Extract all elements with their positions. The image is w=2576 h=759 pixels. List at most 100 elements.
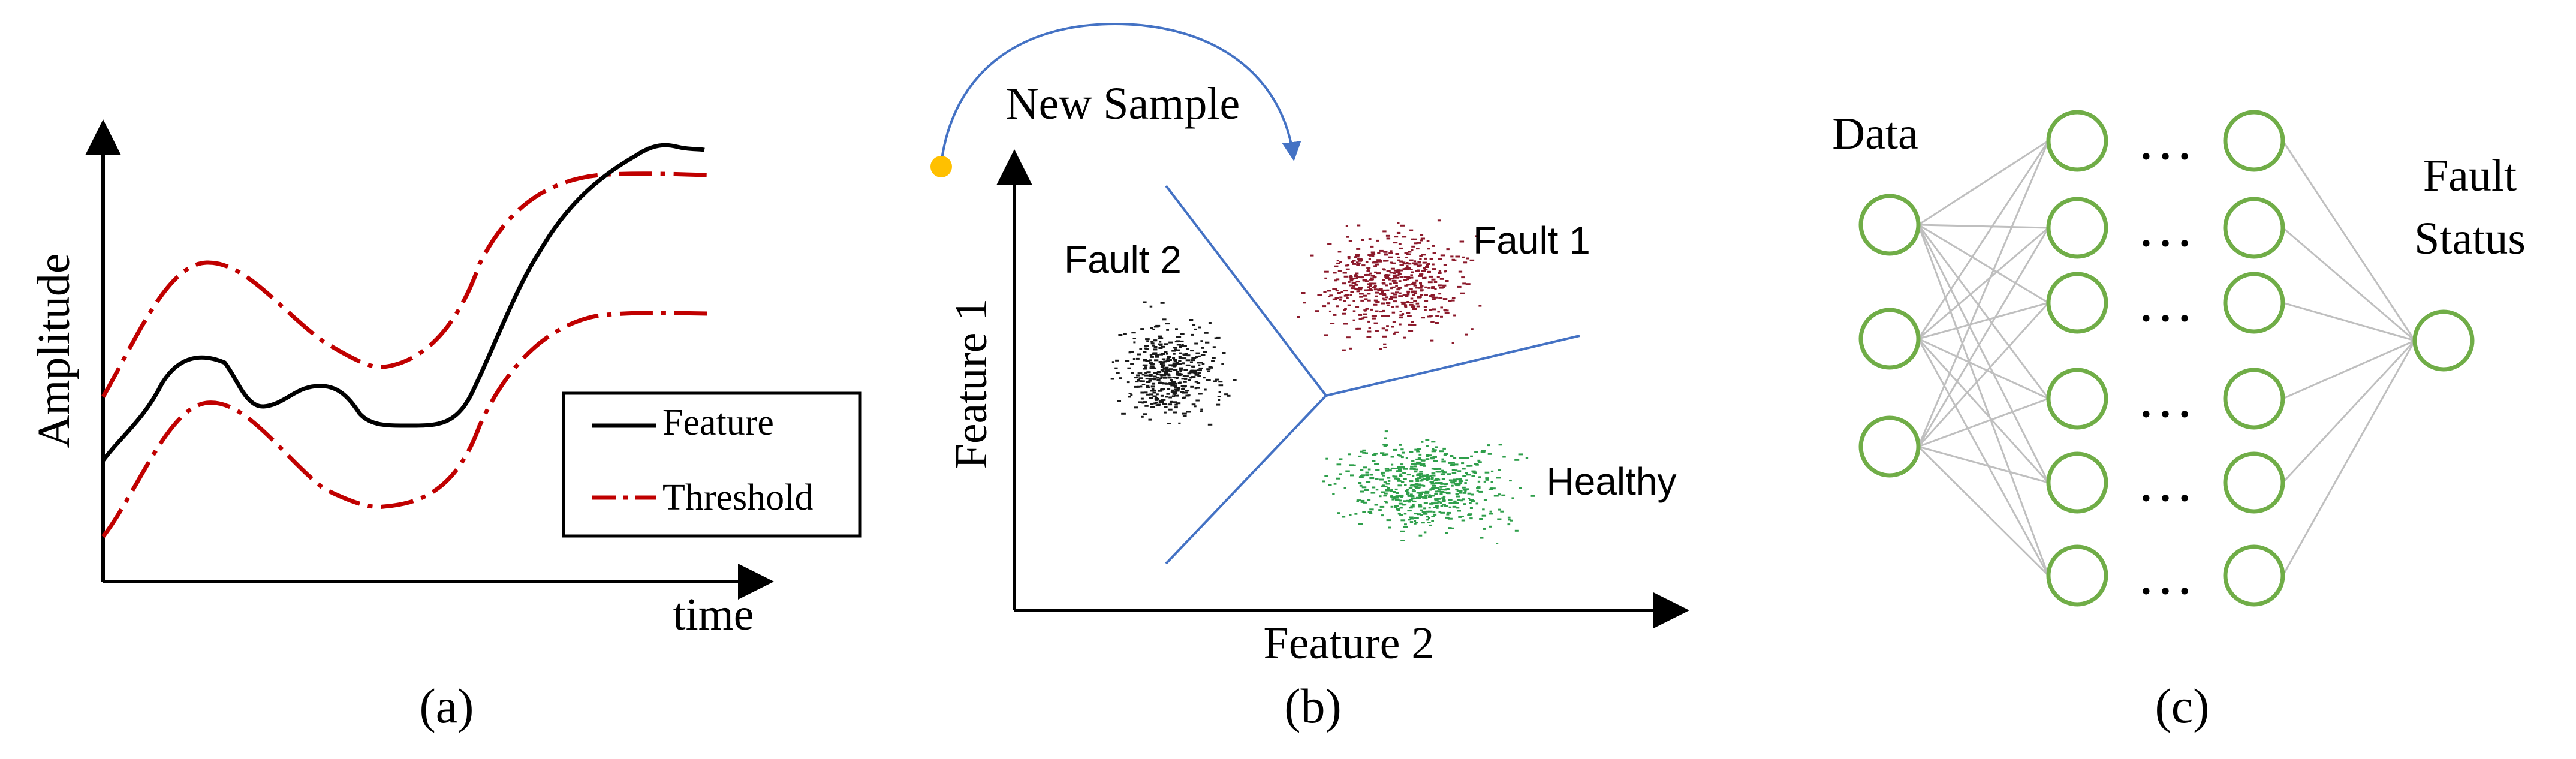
scatter-point <box>1458 479 1463 481</box>
scatter-point <box>1415 270 1420 272</box>
scatter-point <box>1379 495 1382 498</box>
scatter-point <box>1431 278 1436 281</box>
scatter-point <box>1462 457 1467 459</box>
scatter-point <box>1393 448 1397 451</box>
scatter-point <box>1399 475 1403 477</box>
scatter-point <box>1441 469 1444 472</box>
scatter-point <box>1176 387 1181 389</box>
scatter-point <box>1369 474 1373 476</box>
scatter-point <box>1189 377 1192 379</box>
scatter-point <box>1198 367 1203 369</box>
scatter-point <box>1152 366 1155 369</box>
scatter-point <box>1359 484 1363 487</box>
nn-output-label-line1: Fault <box>2423 150 2517 201</box>
scatter-point <box>1371 278 1374 281</box>
nn-node-icon <box>1858 415 1921 478</box>
scatter-point <box>1150 342 1155 345</box>
scatter-point <box>1410 517 1414 520</box>
scatter-point <box>1476 489 1479 492</box>
scatter-point <box>1148 375 1153 377</box>
scatter-point <box>1393 293 1397 296</box>
scatter-point <box>1519 487 1522 489</box>
scatter-point <box>1345 470 1350 472</box>
scatter-point <box>1348 453 1351 456</box>
nn-edge <box>2282 339 2415 400</box>
nn-edge <box>1918 224 2049 229</box>
scatter-point <box>1156 393 1159 396</box>
scatter-point <box>1438 284 1442 287</box>
scatter-point <box>1451 342 1454 344</box>
scatter-point <box>1155 397 1159 399</box>
scatter-point <box>1372 454 1377 456</box>
scatter-point <box>1442 486 1447 487</box>
scatter-point <box>1462 256 1465 258</box>
scatter-point <box>1324 277 1327 279</box>
scatter-point <box>1398 280 1402 282</box>
scatter-point <box>1373 285 1377 287</box>
scatter-point <box>1410 274 1413 276</box>
scatter-point <box>1400 481 1405 483</box>
scatter-point <box>1182 385 1187 387</box>
scatter-point <box>1400 301 1405 303</box>
scatter-point <box>1140 328 1144 330</box>
scatter-point <box>1146 371 1151 374</box>
scatter-point <box>1457 470 1462 472</box>
scatter-point <box>1164 351 1168 353</box>
scatter-point <box>1361 486 1367 489</box>
scatter-point <box>1453 457 1457 459</box>
scatter-point <box>1442 286 1445 288</box>
scatter-point <box>1383 251 1388 253</box>
scatter-point <box>1434 493 1438 495</box>
scatter-point <box>1325 457 1328 460</box>
scatter-point <box>1398 243 1402 245</box>
scatter-point <box>1411 460 1415 462</box>
scatter-point <box>1450 462 1455 464</box>
scatter-point <box>1429 502 1434 505</box>
scatter-point <box>1415 287 1420 289</box>
scatter-point <box>1138 401 1143 403</box>
scatter-point <box>1173 359 1177 362</box>
scatter-point <box>1218 399 1221 401</box>
scatter-point <box>1367 320 1370 323</box>
scatter-point <box>1394 499 1400 501</box>
scatter-point <box>1165 353 1168 355</box>
scatter-point <box>1402 472 1406 474</box>
scatter-point <box>1428 275 1433 278</box>
scatter-point <box>1434 498 1439 501</box>
scatter-point <box>1433 281 1438 283</box>
scatter-point <box>1166 329 1170 331</box>
scatter-point <box>1158 335 1162 338</box>
scatter-point <box>1393 276 1397 278</box>
scatter-point <box>1161 358 1166 360</box>
scatter-point <box>1383 293 1387 295</box>
scatter-point <box>1381 302 1385 305</box>
scatter-point <box>1424 257 1427 260</box>
scatter-point <box>1170 400 1173 403</box>
nn-node-icon <box>2223 544 2285 607</box>
scatter-point <box>1397 222 1400 224</box>
scatter-point <box>1408 495 1411 497</box>
scatter-point <box>1388 252 1393 254</box>
scatter-point <box>1432 308 1436 311</box>
scatter-point <box>1144 374 1149 377</box>
scatter-point <box>1412 262 1417 264</box>
scatter-point <box>1397 480 1402 482</box>
scatter-point <box>1409 507 1413 509</box>
scatter-point <box>1393 496 1397 498</box>
scatter-point <box>1429 488 1435 490</box>
scatter-point <box>1385 329 1389 332</box>
scatter-point <box>1391 463 1394 466</box>
scatter-point <box>1365 261 1369 263</box>
scatter-point <box>1409 276 1414 279</box>
scatter-point <box>1381 472 1384 475</box>
scatter-point <box>1369 278 1373 281</box>
scatter-point <box>1409 521 1414 523</box>
scatter-point <box>1217 396 1221 397</box>
scatter-point <box>1439 287 1444 289</box>
scatter-point <box>1363 466 1367 469</box>
scatter-point <box>1431 520 1435 522</box>
scatter-point <box>1140 391 1144 394</box>
scatter-point <box>1428 507 1431 509</box>
scatter-point <box>1192 357 1197 359</box>
scatter-point <box>1466 457 1469 459</box>
